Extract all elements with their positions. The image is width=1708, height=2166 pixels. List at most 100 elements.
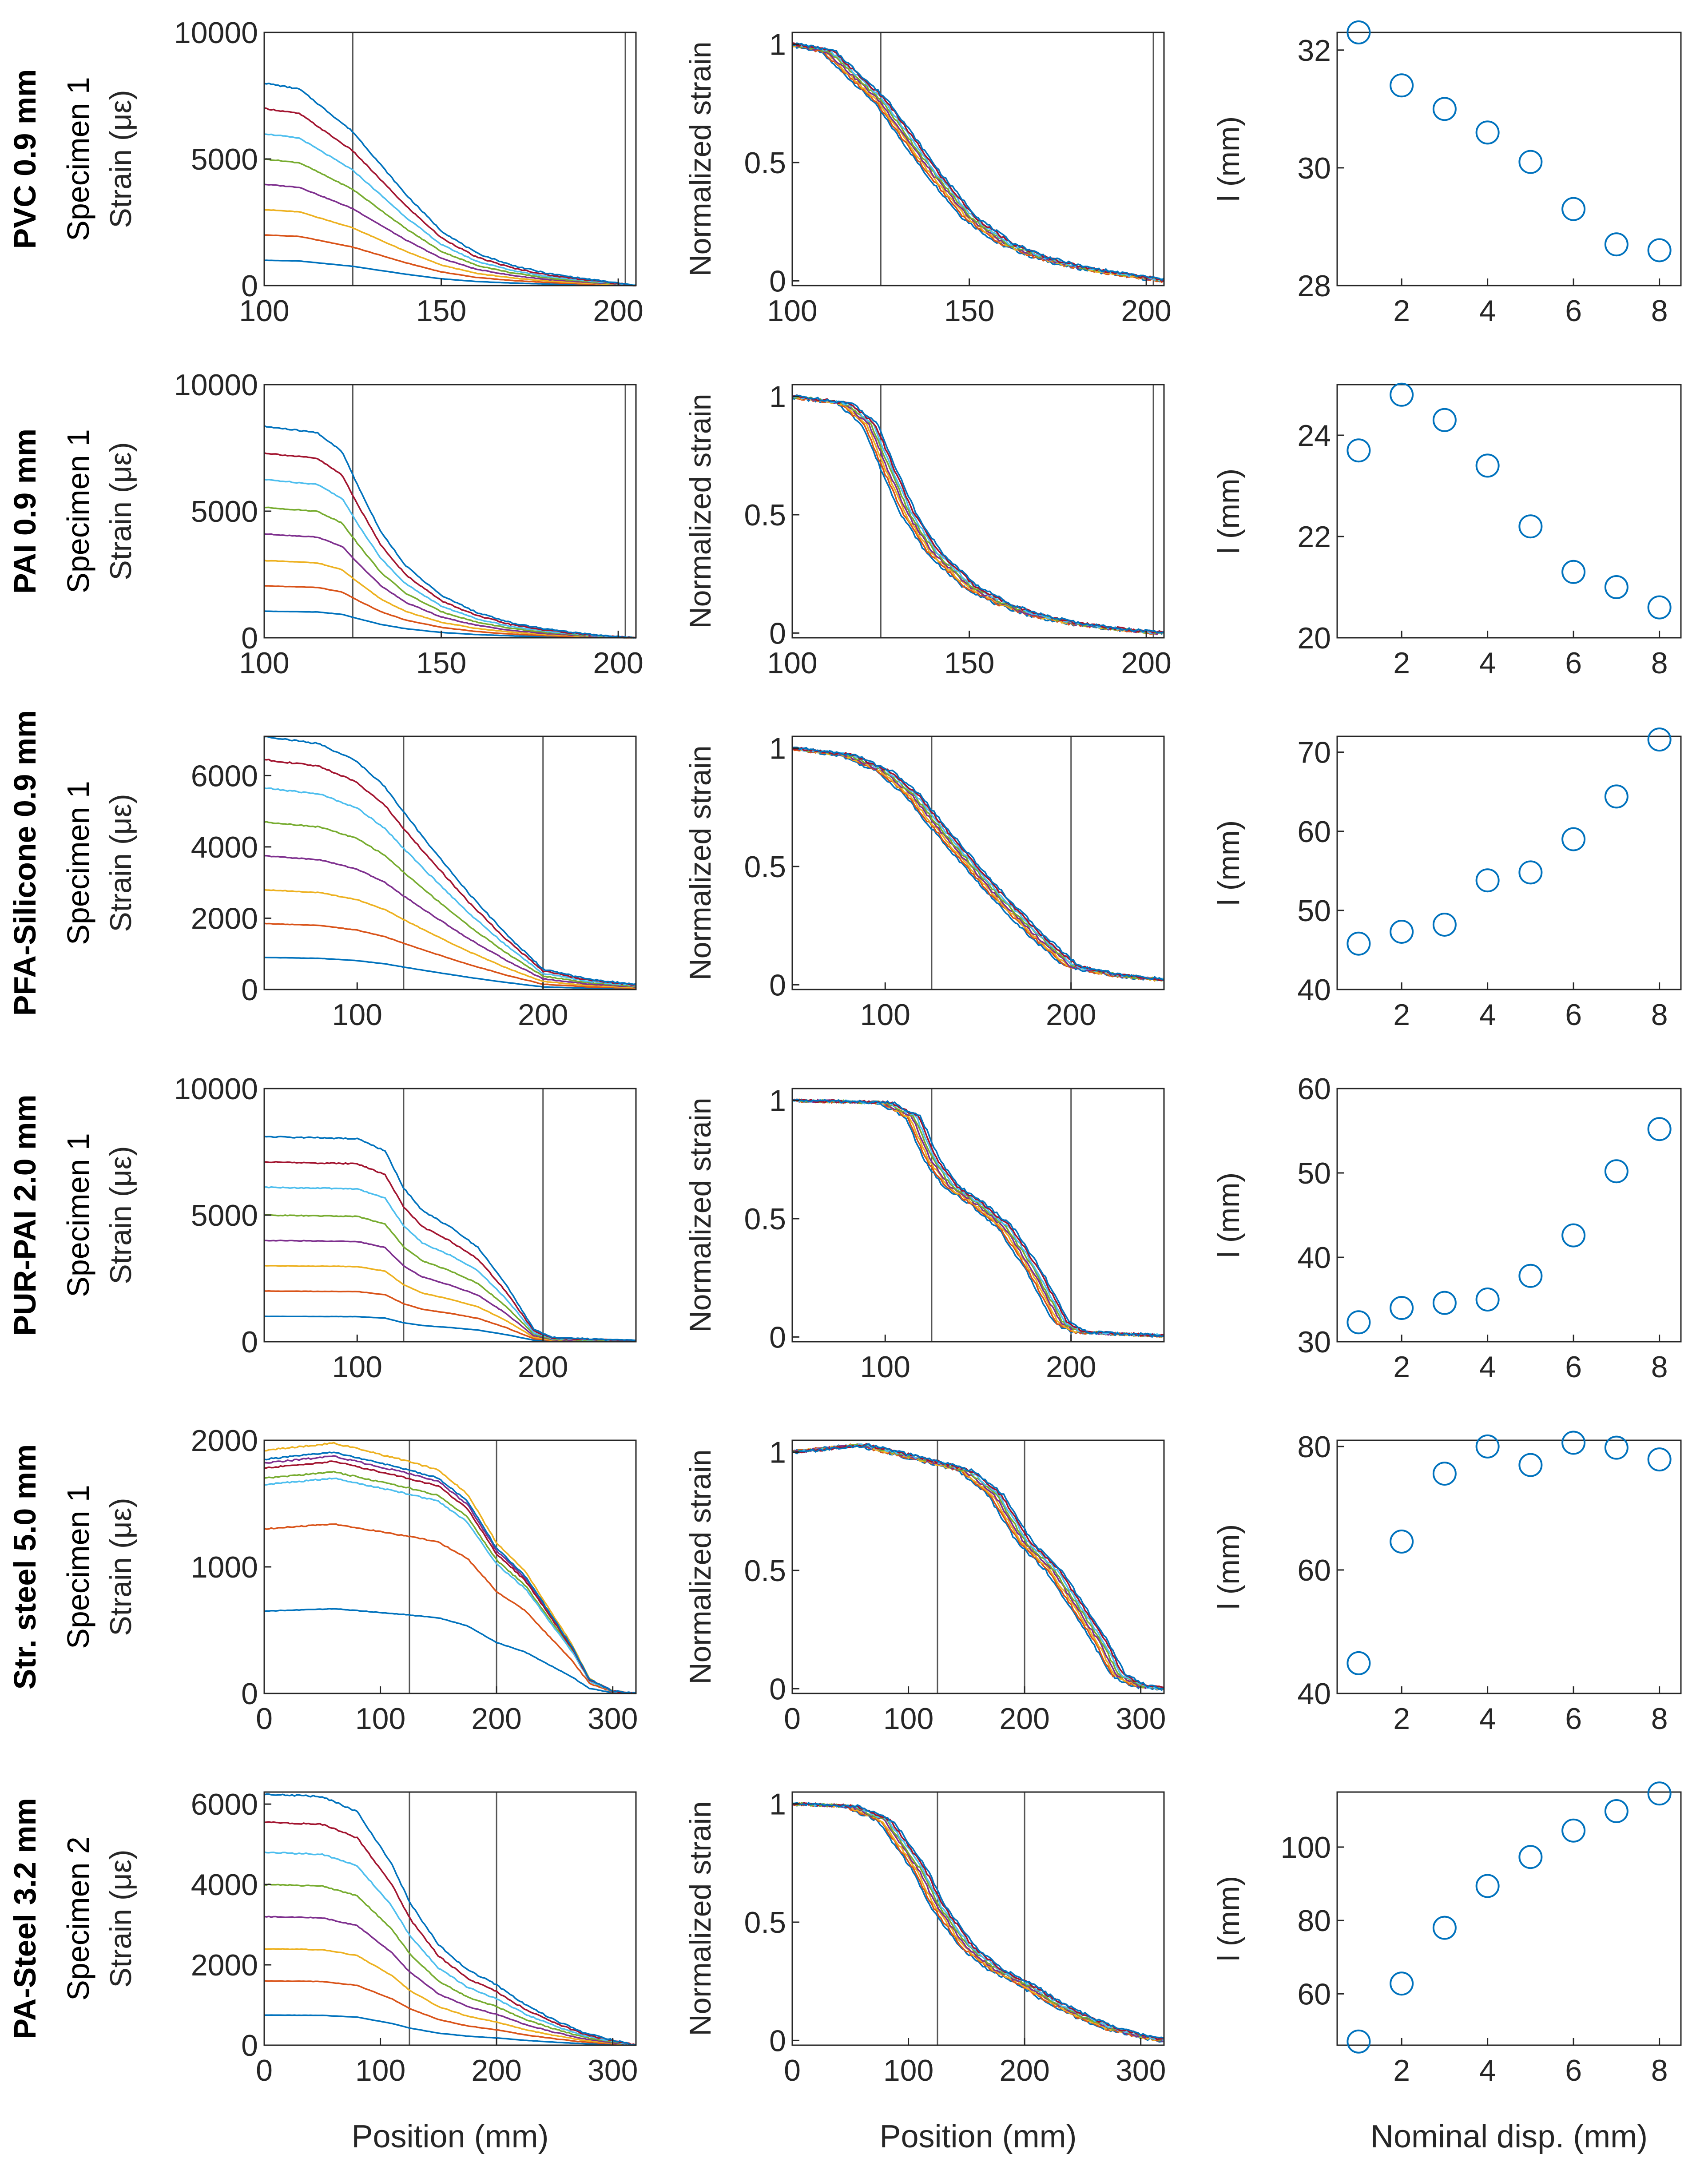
strain-chart-frame — [263, 1088, 637, 1343]
specimen-label: Specimen 1 — [61, 429, 95, 593]
strain-chart-ytick-label: 6000 — [191, 759, 258, 793]
l-scatter-chart: 2 4 6 8 40 60 80 l (mm) — [1212, 1430, 1682, 1736]
normalized-series-1 — [792, 396, 1165, 635]
l-scatter-chart-ytick-label: 80 — [1297, 1904, 1331, 1938]
strain-chart-frame — [263, 1791, 637, 2046]
l-scatter-chart-frame — [1336, 1791, 1682, 2046]
l-point-1 — [1347, 1310, 1371, 1335]
strain-series-2 — [264, 922, 636, 989]
normalized-strain-chart-ytick-label: 0.5 — [744, 1906, 786, 1939]
strain-chart-xtick-label: 300 — [588, 1702, 638, 1736]
row-4: PUR-PAI 2.0 mm Specimen 1 Strain (με)100 20… — [8, 1072, 1682, 1384]
strain-chart-ytick-label: 4000 — [191, 831, 258, 864]
strain-series-5 — [264, 158, 636, 286]
strain-chart-xtick-label: 0 — [256, 2054, 273, 2087]
normalized-axis-label: Normalized strain — [683, 393, 717, 628]
l-scatter-chart-ytick-label: 100 — [1281, 1831, 1331, 1864]
specimen-label: Specimen 1 — [61, 1133, 95, 1297]
l-axis-label: l (mm) — [1212, 1172, 1246, 1258]
normalized-strain-chart: 0 100 200 300 0 0.5 1 Normalized strain — [683, 1788, 1166, 2087]
normalized-strain-chart-frame — [791, 1439, 1165, 1694]
normalized-series-2 — [792, 44, 1164, 283]
l-point-7 — [1604, 1799, 1629, 1823]
normalized-series-3 — [791, 395, 1164, 635]
normalized-axis-label: Normalized strain — [683, 1097, 717, 1332]
l-scatter-chart-xtick-label: 4 — [1479, 2054, 1496, 2087]
strain-chart-ytick-label: 5000 — [191, 143, 258, 176]
l-scatter-chart: 2 4 6 8 40 50 60 70 l (mm) — [1212, 727, 1682, 1032]
l-scatter-chart-ytick-label: 60 — [1297, 1554, 1331, 1587]
normalized-strain-chart-ytick-label: 0 — [769, 1320, 786, 1354]
normalized-series-3 — [792, 44, 1164, 282]
strain-axis-label: Strain (με) — [104, 794, 138, 932]
normalized-strain-chart-xtick-label: 200 — [999, 1702, 1049, 1736]
normalized-strain-chart-xtick-label: 100 — [860, 998, 910, 1032]
l-scatter-chart-frame — [1336, 384, 1682, 639]
normalized-series-8 — [792, 1443, 1164, 1690]
normalized-strain-chart: 0 100 200 300 0 0.5 1 Normalized strain — [683, 1436, 1166, 1736]
strain-chart-xtick-label: 100 — [355, 2054, 405, 2087]
material-label: Str. steel 5.0 mm — [8, 1444, 42, 1690]
strain-chart-xtick-label: 100 — [332, 998, 382, 1032]
strain-series-6 — [264, 787, 636, 987]
strain-chart-xtick-label: 200 — [518, 998, 568, 1032]
l-scatter-chart-ytick-label: 60 — [1297, 1072, 1331, 1106]
normalized-axis-label: Normalized strain — [683, 745, 717, 980]
l-point-5 — [1518, 150, 1543, 174]
strain-series-7 — [264, 107, 636, 286]
l-scatter-chart-ytick-label: 30 — [1297, 1325, 1331, 1359]
l-point-1 — [1347, 2029, 1371, 2054]
strain-series-6 — [264, 1477, 636, 1694]
normalized-series-8 — [792, 1801, 1164, 2039]
l-point-5 — [1518, 860, 1543, 885]
l-scatter-chart-xtick-label: 8 — [1651, 1702, 1668, 1736]
strain-series-3 — [264, 1264, 636, 1342]
strain-chart: 0 100 200 300 0 1000 2000 — [191, 1424, 638, 1736]
row-5: Str. steel 5.0 mm Specimen 1 Strain (με) 0 1… — [8, 1424, 1682, 1736]
normalized-series-1 — [792, 1099, 1164, 1338]
specimen-label: Specimen 2 — [61, 1836, 95, 2001]
l-point-1 — [1347, 438, 1371, 463]
l-scatter-chart-ytick-label: 20 — [1297, 621, 1331, 655]
strain-chart-ytick-label: 5000 — [191, 1199, 258, 1232]
l-point-1 — [1347, 1651, 1371, 1675]
strain-chart-ytick-label: 0 — [241, 1677, 258, 1711]
strain-series-1 — [264, 1608, 636, 1694]
strain-series-3 — [264, 1948, 636, 2046]
l-scatter-chart-xtick-label: 6 — [1565, 998, 1582, 1032]
normalized-strain-chart-ytick-label: 1 — [769, 1084, 786, 1118]
normalized-series-7 — [792, 747, 1164, 981]
material-label: PA-Steel 3.2 mm — [8, 1798, 42, 2039]
normalized-series-5 — [792, 747, 1164, 982]
l-point-6 — [1561, 560, 1586, 584]
normalized-series-8 — [792, 42, 1165, 282]
normalized-strain-chart-xtick-label: 100 — [767, 646, 817, 680]
l-scatter-chart-xtick-label: 2 — [1393, 998, 1410, 1032]
strain-series-8 — [264, 1793, 636, 2046]
column-xlabel-1: Position (mm) — [351, 2119, 548, 2154]
l-scatter-chart-ytick-label: 60 — [1297, 815, 1331, 849]
strain-series-1 — [264, 2014, 636, 2046]
strain-chart-ytick-label: 0 — [241, 269, 258, 303]
material-label: PVC 0.9 mm — [8, 69, 42, 249]
normalized-strain-chart-ytick-label: 1 — [769, 1436, 786, 1470]
normalized-strain-chart-ytick-label: 0.5 — [744, 1202, 786, 1236]
strain-axis-label: Strain (με) — [104, 442, 138, 580]
strain-series-4 — [264, 854, 636, 988]
l-scatter-chart-xtick-label: 8 — [1651, 646, 1668, 680]
normalized-strain-chart-xtick-label: 100 — [860, 1350, 910, 1384]
l-scatter-chart-ytick-label: 28 — [1297, 269, 1331, 303]
strain-series-8 — [264, 425, 636, 639]
strain-series-7 — [264, 452, 636, 639]
strain-series-6 — [264, 133, 636, 286]
normalized-series-4 — [792, 1098, 1164, 1338]
l-point-1 — [1347, 931, 1371, 956]
l-point-6 — [1561, 1818, 1586, 1843]
normalized-series-1 — [792, 1802, 1164, 2043]
strain-series-6 — [264, 1851, 636, 2046]
strain-chart-xtick-label: 200 — [593, 294, 643, 328]
strain-axis-label: Strain (με) — [104, 1498, 138, 1636]
strain-chart-xtick-label: 100 — [355, 1702, 405, 1736]
strain-chart-ytick-label: 4000 — [191, 1868, 258, 1902]
l-scatter-chart-ytick-label: 40 — [1297, 1241, 1331, 1275]
